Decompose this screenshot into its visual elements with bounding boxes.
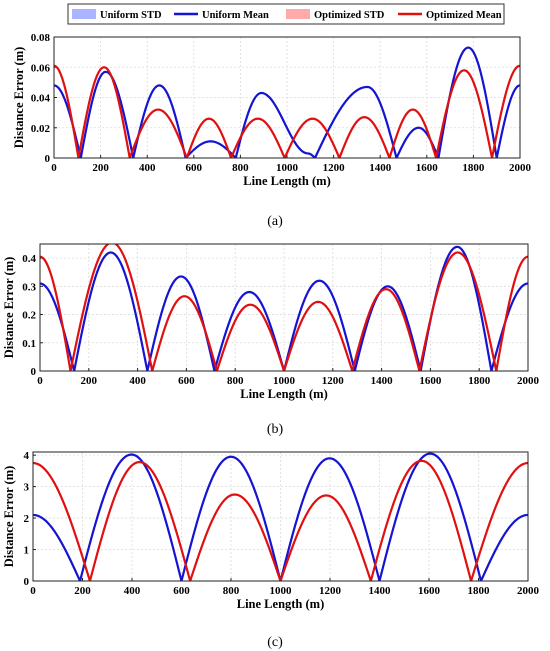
x-tick-label: 1400	[369, 585, 392, 597]
x-tick-label: 0	[30, 585, 36, 597]
x-tick-label: 1200	[323, 162, 346, 174]
panels: 0 200 400 600 800 1000 1200 1400 1600 1800 200000.…	[2, 32, 540, 650]
series-line-uniform-mean	[33, 452, 528, 581]
plot-frame	[53, 36, 521, 159]
y-tick-label: 0.08	[31, 32, 51, 44]
legend-label-uniform-mean: Uniform Mean	[202, 10, 269, 21]
y-tick-label: 0.06	[31, 62, 51, 74]
y-tick-label: 0.3	[22, 281, 36, 293]
chart-panel-b: 0 200 400 600 800 1000 1200 1400 1600 1800 2000 0 0.…	[2, 243, 540, 437]
series-line-uniform-mean	[54, 46, 520, 158]
y-tick-label: 0.1	[22, 338, 36, 350]
y-tick-label: 2	[24, 513, 30, 525]
chart-panel-c: 0 200 400 600 800 1000 1200 1400 1600 1800 2000 0 1 2…	[2, 450, 540, 650]
x-tick-label: 800	[232, 162, 249, 174]
legend-swatch-uniform-std	[72, 9, 96, 19]
legend: Uniform STD Uniform Mean Optimized STD Opti…	[67, 3, 505, 25]
x-tick-label: 400	[124, 585, 141, 597]
x-tick-label: 1800	[462, 162, 485, 174]
x-tick-label: 2000	[509, 162, 532, 174]
x-tick-label: 1200	[319, 585, 342, 597]
x-tick-label: 600	[186, 162, 203, 174]
x-tick-label: 800	[227, 375, 244, 387]
x-tick-label: 600	[173, 585, 190, 597]
x-tick-label: 2000	[517, 585, 540, 597]
y-tick-label: 4	[24, 450, 30, 462]
x-tick-label: 400	[139, 162, 156, 174]
y-tick-label: 1	[24, 545, 30, 557]
y-tick-label: 0.2	[22, 310, 36, 322]
x-tick-label: 1400	[371, 375, 394, 387]
x-axis-label: Line Length (m)	[243, 174, 331, 188]
x-tick-label: 1000	[270, 585, 293, 597]
x-tick-label: 0	[37, 375, 43, 387]
x-tick-label: 200	[74, 585, 91, 597]
panel-caption: (b)	[267, 422, 284, 437]
plot-frame	[32, 451, 529, 582]
x-tick-label: 1200	[322, 375, 345, 387]
y-axis-label: Distance Error (m)	[2, 466, 16, 568]
x-tick-label: 1600	[416, 162, 439, 174]
x-tick-label: 2000	[517, 375, 540, 387]
legend-label-optimized-std: Optimized STD	[314, 10, 385, 21]
x-tick-label: 1800	[468, 375, 491, 387]
x-tick-label: 600	[178, 375, 195, 387]
x-tick-label: 1000	[273, 375, 296, 387]
x-axis-label: Line Length (m)	[240, 387, 328, 401]
y-axis-label: Distance Error (m)	[12, 47, 26, 149]
panel-caption: (c)	[267, 635, 283, 650]
y-tick-label: 0	[45, 153, 51, 165]
y-tick-label: 0	[24, 576, 30, 588]
y-tick-label: 0.02	[31, 123, 51, 135]
legend-label-uniform-std: Uniform STD	[100, 10, 162, 21]
y-tick-label: 3	[24, 482, 30, 494]
series-line-optimized-mean	[40, 244, 528, 371]
panel-caption: (a)	[267, 214, 283, 229]
chart-panel-a: 0 200 400 600 800 1000 1200 1400 1600 1800 2000 0 0.…	[12, 32, 532, 229]
x-tick-label: 1800	[468, 585, 491, 597]
x-tick-label: 1600	[418, 585, 441, 597]
y-axis-label: Distance Error (m)	[2, 257, 16, 359]
plot-frame	[39, 243, 529, 372]
legend-swatch-optimized-std	[286, 9, 310, 19]
x-tick-label: 0	[51, 162, 57, 174]
x-tick-label: 1600	[419, 375, 442, 387]
series-line-uniform-mean	[40, 245, 528, 371]
y-tick-label: 0	[31, 366, 37, 378]
series-line-optimized-mean	[33, 459, 528, 581]
x-axis-label: Line Length (m)	[237, 597, 325, 611]
y-tick-label: 0.4	[22, 253, 36, 265]
x-tick-label: 1000	[276, 162, 299, 174]
x-tick-label: 200	[92, 162, 109, 174]
x-tick-label: 200	[81, 375, 98, 387]
x-tick-label: 800	[223, 585, 240, 597]
legend-label-optimized-mean: Optimized Mean	[426, 10, 502, 21]
x-tick-label: 400	[129, 375, 146, 387]
x-tick-label: 1400	[369, 162, 392, 174]
y-tick-label: 0.04	[31, 93, 51, 105]
